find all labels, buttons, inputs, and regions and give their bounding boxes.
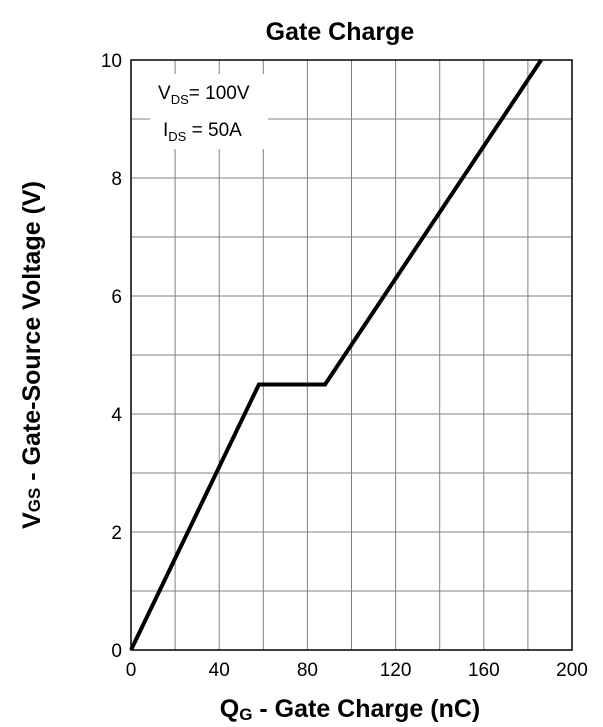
gate-charge-curve (129, 58, 543, 651)
x-axis-text: - Gate Charge (nC) (252, 695, 480, 723)
series-layer (129, 58, 543, 651)
x-tick-label: 160 (468, 660, 500, 681)
y-tick-label: 2 (111, 523, 122, 544)
plot-frame (130, 59, 573, 651)
annotation-ids-value: = 50A (186, 120, 242, 141)
y-axis-subscript: GS (25, 488, 44, 513)
y-tick-label: 6 (111, 287, 122, 308)
x-tick-label: 80 (297, 660, 318, 681)
y-tick-label: 0 (111, 641, 122, 662)
x-tick-label: 120 (380, 660, 412, 681)
grid-lines (131, 60, 572, 650)
annotation-vds-symbol: V (158, 83, 171, 104)
annotation-ids-symbol: I (163, 120, 168, 141)
annotation-vds-subscript: DS (171, 92, 189, 107)
annotation-background (150, 74, 268, 149)
x-axis-label: QG - Gate Charge (nC) (220, 695, 480, 724)
y-axis-label: VGS - Gate-Source Voltage (V) (18, 181, 46, 529)
x-tick-label: 40 (209, 660, 230, 681)
y-tick-label: 4 (111, 405, 122, 426)
annotation-vds: VDS= 100V (158, 83, 250, 107)
conditions-annotation: VDS= 100V IDS = 50A (150, 74, 268, 149)
x-axis-subscript: G (239, 705, 252, 724)
annotation-ids-subscript: DS (168, 129, 186, 144)
x-tick-label: 0 (126, 660, 137, 681)
chart-title: Gate Charge (266, 18, 415, 46)
tick-labels: 0 40 80 120 160 200 0 2 4 6 8 10 (101, 51, 588, 681)
annotation-vds-value: = 100V (189, 83, 250, 104)
y-axis-text: - Gate-Source Voltage (V) (18, 181, 46, 488)
y-axis-symbol: V (18, 512, 46, 529)
y-tick-label: 10 (101, 51, 122, 72)
x-tick-label: 200 (556, 660, 588, 681)
y-tick-label: 8 (111, 169, 122, 190)
x-axis-symbol: Q (220, 695, 239, 723)
annotation-ids: IDS = 50A (163, 120, 242, 144)
